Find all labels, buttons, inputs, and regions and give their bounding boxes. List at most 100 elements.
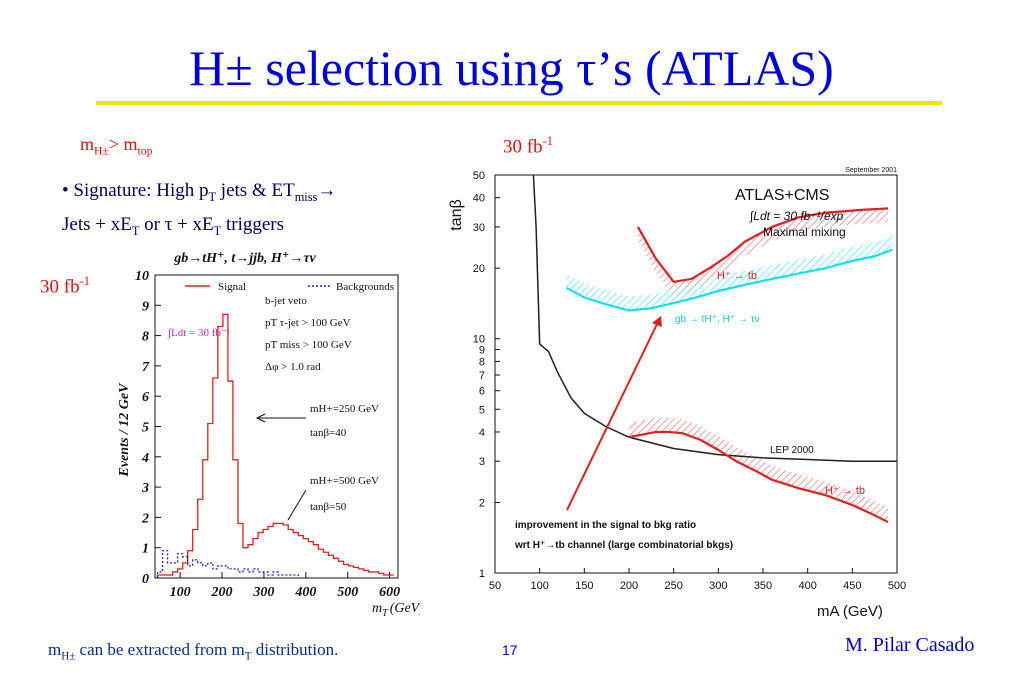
mt-ytick-label: 9 [142, 299, 149, 314]
tanb-ytick-label: 7 [479, 370, 485, 382]
tanb-xtick-label: 400 [798, 580, 816, 592]
improvement-arrow [566, 321, 659, 511]
mt-ytick-label: 0 [142, 572, 149, 587]
mt-ytick-label: 3 [141, 481, 149, 496]
annotation-250-mass: mH+=250 GeV [310, 403, 379, 415]
mt-xlabel-sub: T [382, 608, 389, 619]
tanb-ytick-label: 6 [479, 386, 485, 398]
sig-arrow: → [317, 180, 337, 201]
tanb-ytick-label: 3 [479, 456, 485, 468]
lumi-left-sup: -1 [79, 274, 90, 288]
lumi-box: ∫Ldt = 30 fb⁻¹ [167, 327, 230, 339]
process-label: gb→tH⁺, t→jjb, H⁺→τν [173, 251, 316, 266]
tanb-xtick-label: 350 [754, 580, 772, 592]
mass-condition-gt: > m [108, 134, 138, 154]
mt-ytick-label: 10 [135, 269, 149, 284]
tanb-ytick-label: 20 [473, 263, 485, 275]
sig-sub-1: T [208, 189, 217, 204]
cut-3: pT miss > 100 GeV [265, 339, 352, 351]
sig-text-2: jets & ET [216, 180, 295, 201]
note-line-1: improvement in the signal to bkg ratio [515, 520, 696, 531]
lumi-right-text: 30 fb [503, 136, 543, 158]
sig-text-1: • Signature: High p [62, 180, 209, 201]
sig-text-5: triggers [221, 213, 285, 235]
tanb-xtick-label: 250 [664, 580, 682, 592]
mt-xtick-label: 100 [170, 585, 191, 600]
title-rule [96, 101, 942, 105]
tanb-xtick-label: 500 [888, 580, 906, 592]
mt-xtick-label: 400 [294, 585, 316, 600]
slide-title: H± selection using τ’s (ATLAS) [189, 40, 834, 96]
htb-lower-hatch [629, 417, 889, 523]
page-number: 17 [502, 642, 518, 658]
lumi-right-sup: -1 [542, 134, 553, 148]
htb-lower-curve [628, 430, 889, 524]
mt-ytick-label: 2 [141, 511, 149, 526]
label-lep: LEP 2000 [770, 445, 814, 456]
tanb-ytick-label: 50 [473, 170, 485, 182]
gb-channel-curve [565, 248, 893, 312]
mt-ytick-label: 5 [142, 421, 149, 436]
mt-xtick-label: 600 [379, 585, 400, 600]
tanb-xtick-label: 100 [530, 580, 548, 592]
mt-ytick-label: 6 [142, 390, 149, 405]
mt-xlabel-unit: (GeV) [390, 601, 420, 616]
label-htb-upper: H⁺ → tb [717, 270, 757, 282]
lumi-left-text: 30 fb [40, 276, 80, 298]
tanb-ytick-label: 2 [479, 497, 485, 509]
tanb-ytick-label: 1 [479, 568, 485, 580]
legend-signal: Signal [218, 281, 246, 293]
tanb-xtick-label: 150 [575, 580, 593, 592]
footer-e: distribution. [251, 640, 339, 659]
mt-ytick-label: 4 [141, 451, 149, 466]
header-mixing: Maximal mixing [763, 225, 846, 239]
footer-a: m [48, 640, 62, 659]
tanb-ytick-label: 8 [479, 356, 485, 368]
annotation-500-tanb: tanβ=50 [310, 501, 347, 513]
tanb-xtick-label: 200 [620, 580, 638, 592]
mt-xtick-label: 500 [337, 585, 358, 600]
tanb-ytick-label: 10 [473, 334, 485, 346]
tanb-ytick-label: 9 [479, 344, 485, 356]
tanb-xlabel: mA (GeV) [817, 603, 883, 620]
label-htb-lower: H⁺ → tb [825, 485, 865, 497]
tanb-xtick-label: 50 [489, 580, 501, 592]
tanb-plot-frame [494, 174, 898, 574]
sig-sub-3: T [131, 223, 140, 238]
mt-ytick-label: 8 [142, 330, 149, 345]
note-line-2: wrt H⁺→tb channel (large combinatorial b… [514, 540, 733, 551]
header-lumi: ∫Ldt = 30 fb⁻¹/exp [749, 209, 844, 223]
footer-note: mH± can be extracted from mT distributio… [48, 640, 338, 662]
tanb-ytick-label: 30 [473, 222, 485, 234]
lumi-label-left: 30 fb-1 [40, 274, 90, 298]
improvement-arrowhead [652, 316, 662, 327]
mass-condition-sub: H± [94, 144, 109, 158]
tanb-ytick-label: 40 [473, 193, 485, 205]
annotation-500-arrow [287, 489, 307, 521]
tanb-xtick-label: 300 [709, 580, 727, 592]
footer-b: H± [61, 650, 76, 663]
footer-d: T [244, 650, 252, 663]
mt-ylabel: Events / 12 GeV [117, 382, 132, 478]
mass-condition: mH±> mtop [80, 134, 153, 158]
tanb-ylabel: tanβ [448, 199, 465, 230]
annotation-250-tanb: tanβ=40 [310, 427, 347, 439]
sig-text-4: or τ + xE [139, 213, 214, 235]
mt-ytick-label: 1 [142, 542, 149, 557]
signature-bullet: • Signature: High pT jets & ETmiss→ Jets… [62, 177, 482, 245]
stamp: September 2001 [845, 167, 897, 174]
signal-histogram [156, 313, 394, 578]
sig-sub-2: miss [294, 189, 318, 204]
mt-histogram-ticks: 0 1 2 3 4 5 6 7 8 9 10 100 200 300 400 500 600 [135, 269, 400, 600]
tanb-frame [494, 174, 898, 574]
footer-c: can be extracted from m [75, 640, 245, 659]
tanb-ytick-label: 5 [479, 404, 485, 416]
cut-2: pT τ-jet > 100 GeV [265, 317, 351, 329]
mt-xlabel-m: m [372, 601, 382, 616]
annotation-250-arrowhead [255, 413, 266, 423]
cut-1: b-jet veto [265, 295, 307, 307]
mt-histogram: gb→tH⁺, t→jjb, H⁺→τν 0 1 2 3 4 5 6 7 8 9 10 100 200 3… [117, 251, 420, 619]
header-atlas-cms: ATLAS+CMS [735, 187, 829, 204]
mass-condition-top: top [137, 144, 153, 158]
